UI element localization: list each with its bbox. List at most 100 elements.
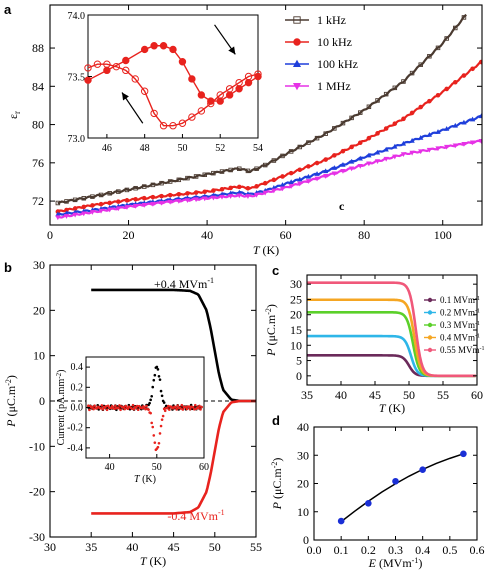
legend-marker [427,347,433,353]
data-point [400,140,407,146]
data-point [55,200,61,206]
data-point [271,188,277,194]
inset-point-neg [117,406,120,410]
inset-point-neg [113,407,116,410]
y-unit: (μC.m [270,468,284,502]
inset-y-tick-label: 74.0 [68,11,86,22]
y-tick-label: 20 [290,308,302,322]
data-point [167,199,173,205]
data-point [452,79,458,85]
data-point [409,137,415,143]
inset-point [112,62,121,71]
y-unit: (μC.m [264,314,278,348]
legend-label: 1 kHz [317,13,346,27]
inset-point [150,109,158,118]
inset-point [169,122,177,130]
inset-point [103,66,111,75]
data-point [444,86,449,92]
inset-y-tick-label: 0.4 [71,362,84,373]
data-point [262,190,268,196]
data-point [64,199,69,204]
inset-point-neg [161,414,165,418]
inset-point-neg [194,403,197,407]
data-point [332,153,337,158]
data-point [202,196,208,202]
inset-point-neg [153,441,157,444]
inset-b: 40 50 60 -0.4 -0.2 0.0 0.2 0.4 T (K) Current (pA.… [55,356,209,485]
y-tick-label: 30 [297,448,309,462]
data-point [461,141,467,147]
data-point [357,140,363,146]
y-tick-label: 0 [39,394,45,408]
data-point [337,517,345,525]
data-point [452,143,458,149]
inset-point [188,113,196,121]
data-point [202,189,208,195]
inset-point-neg [99,406,103,410]
y-tick-label: 80 [32,118,44,132]
inset-y-sup: -2 [55,372,63,378]
y-tick-label: 10 [33,349,45,363]
inset-point-neg [165,406,169,410]
data-point [331,171,337,177]
x-tick-label: 20 [123,228,135,242]
data-point [323,131,328,136]
inset-point-neg [174,405,177,409]
data-point [323,174,329,179]
y-tick-label: 72 [32,194,44,208]
inset-x-tick-label: 40 [105,462,115,473]
data-point [89,210,96,215]
inset-point-neg [158,432,162,435]
series-line-negative [91,399,256,515]
inset-y-axis-title: Current (pA.mm-2) [55,370,67,446]
inset-x-tick-label: 46 [102,143,112,154]
data-point [323,157,328,162]
label-positive-field: +0.4 MVm-1 [154,276,214,291]
panel-a-plot [55,13,482,221]
data-point [297,181,303,187]
inset-point-neg [181,408,185,411]
inset-point-neg [136,408,140,412]
data-point [236,193,242,199]
data-point [444,126,450,131]
legend-sup: -1 [475,321,480,327]
inset-point [225,85,234,93]
x-var: T [379,401,387,415]
data-point [133,185,138,191]
data-point [81,196,87,201]
x-axis-title: T (K) [140,554,166,568]
data-point [366,161,372,167]
data-point [392,85,398,91]
data-point [176,177,182,183]
heating-arrow [214,24,236,55]
data-point [409,70,415,76]
inset-point [225,91,234,99]
data-point [262,162,268,168]
inset-point-pos [148,401,151,405]
x-sup: -1 [412,556,419,565]
inset-point-neg [147,408,150,411]
y-axis-title: P (μC.m-2) [4,375,18,428]
data-point [219,194,225,200]
inset-point-pos [159,389,163,393]
inset-line-cooling [87,63,259,127]
y-tick-label: 25 [290,292,302,306]
inset-point-neg [185,407,189,411]
inset-x-var: T [134,474,141,485]
data-point [211,170,216,176]
inset-point [131,75,139,83]
data-point [176,199,182,204]
inset-point-neg [192,407,196,411]
inset-point [159,122,168,130]
y-tick-label: 0 [303,533,309,547]
data-point [426,147,433,153]
inset-point-pos [162,401,166,404]
data-point [63,214,70,219]
x-var: E [368,556,377,570]
annotation-c: c [339,199,345,213]
data-point [306,164,311,169]
data-point [349,144,354,150]
inset-y-tick-label: 73.5 [68,73,86,84]
data-point [340,162,346,167]
